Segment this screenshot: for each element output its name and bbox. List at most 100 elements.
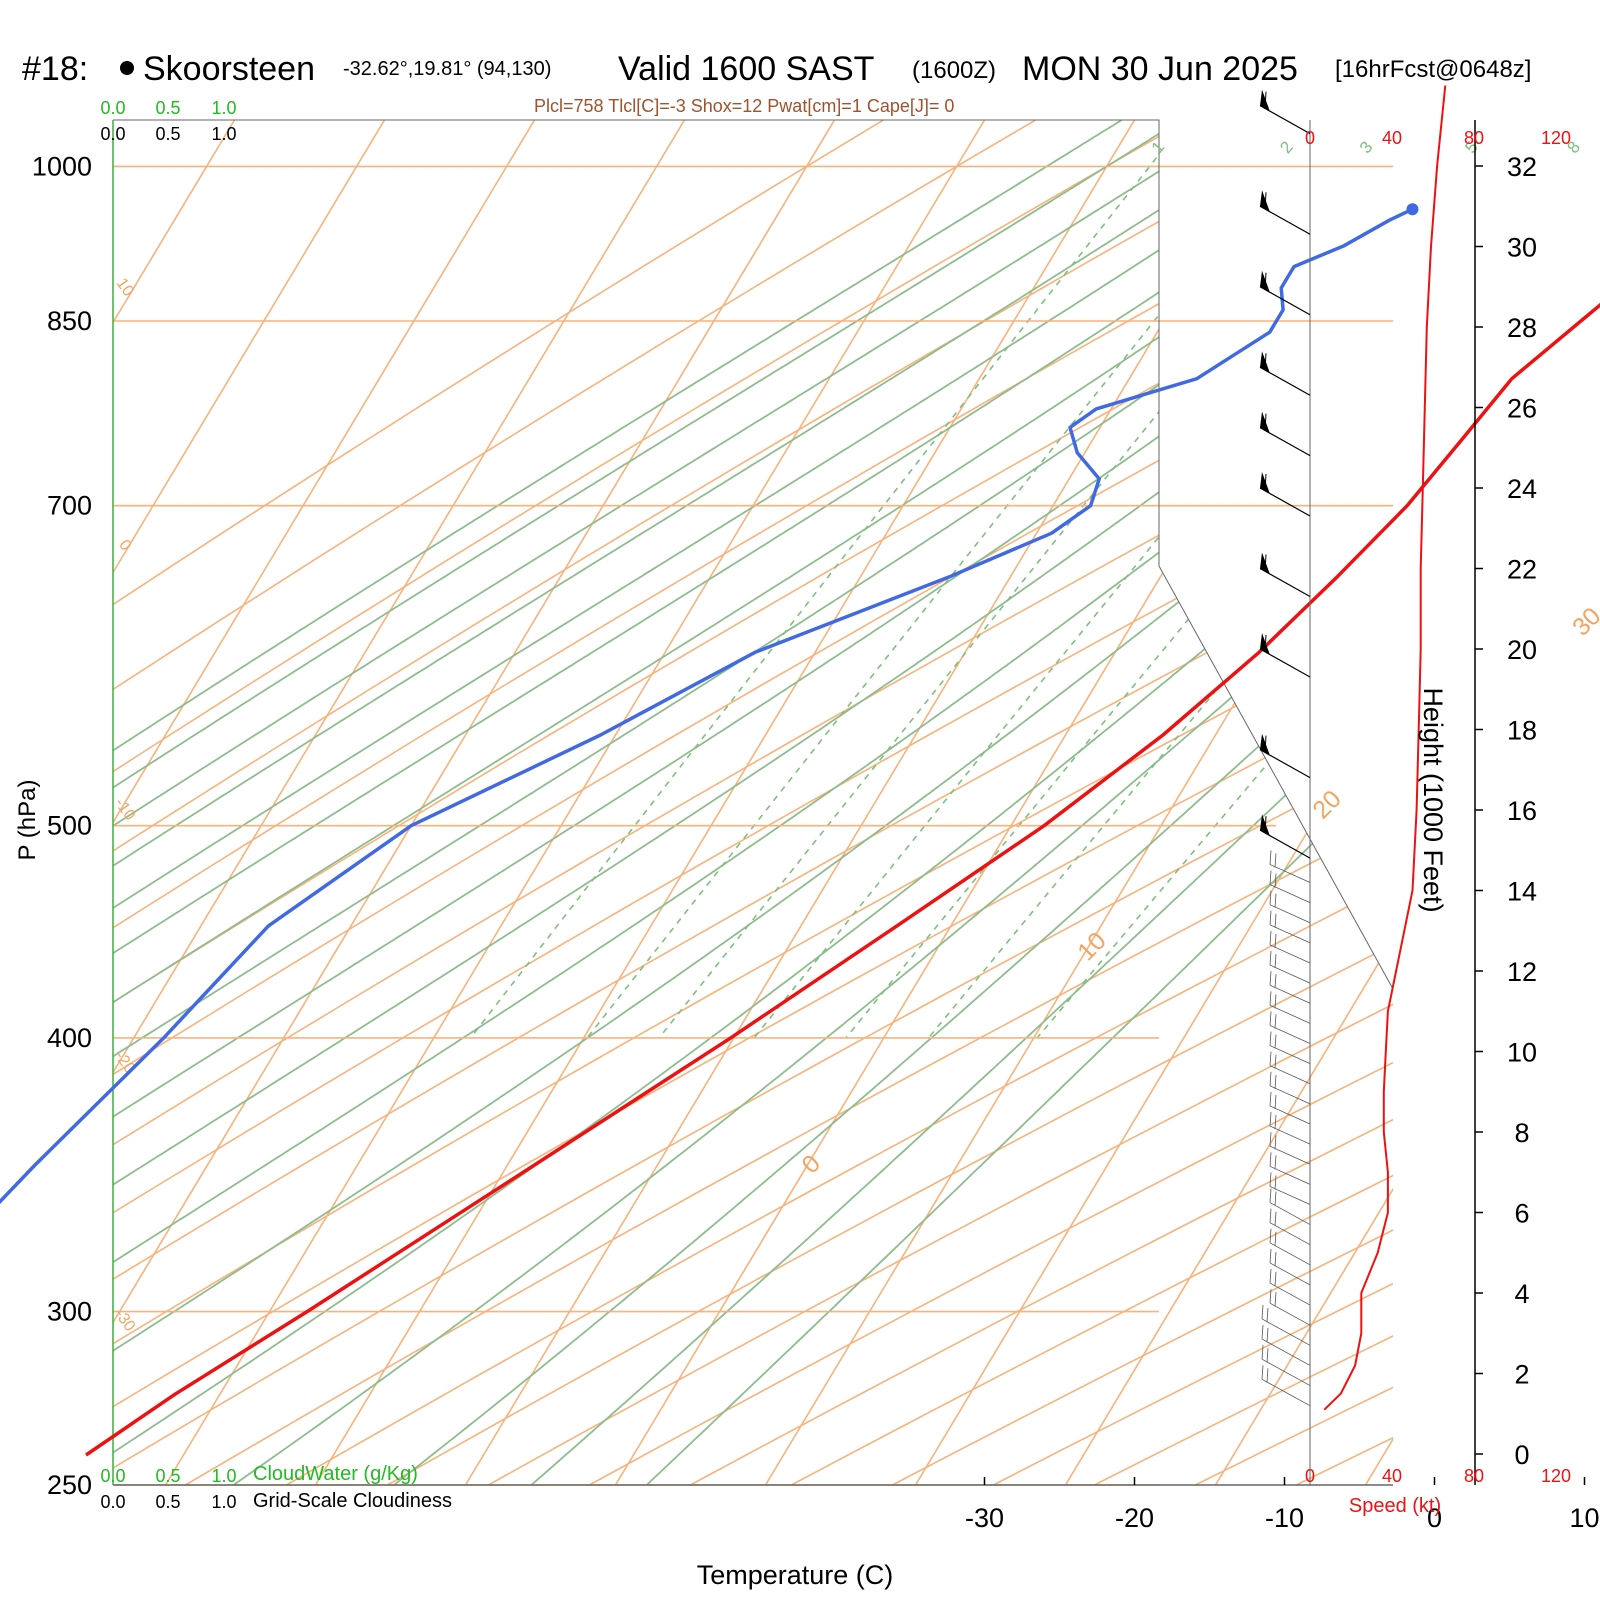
wind-barb-feather [1269, 1091, 1272, 1106]
wind-barb-staff [1261, 1318, 1311, 1346]
wind-barb [1259, 411, 1311, 457]
wind-barb-staff [1269, 1045, 1311, 1064]
station-marker-icon [120, 61, 134, 75]
wind-barb-staff [1269, 944, 1311, 964]
speed-tick-label-bottom: 120 [1541, 1466, 1571, 1486]
x-tick-label: -10 [1265, 1503, 1304, 1533]
cloudiness-scale-bottom: 0.0 [100, 1492, 125, 1512]
dry-adiabat-line [113, 120, 1189, 1485]
temperature-axis: -30-20-10010203040 [965, 1477, 1600, 1533]
cloudiness-scale-top: 0.5 [155, 124, 180, 144]
wind-barb-feather [1266, 1328, 1269, 1343]
valid-date: MON 30 Jun 2025 [1022, 50, 1298, 88]
isotherm-line [164, 120, 986, 1485]
wind-barb-feather [1269, 1071, 1272, 1086]
speed-tick-label-top: 0 [1305, 128, 1315, 148]
wind-barb-feather [1274, 853, 1277, 868]
stability-indices: Plcl=758 Tlcl[C]=-3 Shox=12 Pwat[cm]=1 C… [534, 96, 954, 116]
height-tick-label: 4 [1514, 1279, 1529, 1309]
dry-adiabat-line [113, 120, 1393, 1485]
mixing-ratio-line [753, 120, 1393, 1039]
cloudiness-scale-bottom: 1.0 [211, 1492, 236, 1512]
station-name: Skoorsteen [143, 50, 315, 88]
mixing-ratio-line [469, 120, 1187, 1039]
mixing-ratio-line [927, 120, 1393, 1039]
wind-barb-feather [1269, 1248, 1272, 1263]
height-tick-label: 32 [1507, 152, 1537, 182]
wind-barb [1259, 472, 1311, 517]
station-id: #18: [22, 50, 88, 88]
wind-barb-staff [1269, 1025, 1311, 1044]
wind-barb-feather [1274, 1251, 1277, 1266]
pressure-tick-label: 850 [47, 306, 92, 336]
speed-tick-label-bottom: 0 [1305, 1466, 1315, 1486]
cloudwater-scale-top: 0.5 [155, 98, 180, 118]
wind-barb-feather [1274, 1074, 1277, 1089]
height-tick-label: 10 [1507, 1038, 1537, 1068]
dry-adiabat-line [589, 120, 1393, 1485]
dry-adiabat-line [113, 120, 1341, 1485]
x-tick-label: -20 [1115, 1503, 1154, 1533]
wind-barb-feather [1261, 1304, 1264, 1319]
speed-tick-label-top: 40 [1382, 128, 1402, 148]
wind-barb-feather [1269, 1011, 1272, 1026]
dry-adiabat-line [113, 120, 1393, 1485]
station-coords: -32.62°,19.81° (94,130) [343, 58, 551, 80]
wind-barb-feather [1266, 1368, 1269, 1383]
cloudwater-scale-bottom: 1.0 [211, 1466, 236, 1486]
pressure-tick-label: 300 [47, 1297, 92, 1327]
wind-barb-staff [1261, 1358, 1311, 1386]
cloudiness-legend-label: Grid-Scale Cloudiness [253, 1490, 452, 1512]
wind-barb-feather [1266, 1348, 1269, 1363]
wind-barb-feather [1274, 1135, 1277, 1150]
height-tick-label: 6 [1514, 1199, 1529, 1229]
wind-barb-feather [1269, 1132, 1272, 1147]
wind-barb-feather [1261, 1365, 1264, 1380]
wind-barb [1259, 270, 1311, 316]
wind-barbs [1259, 89, 1311, 1407]
isotherm-line [764, 120, 1393, 1485]
cloudiness-scale-top: 1.0 [211, 124, 236, 144]
wind-barb-staff [1269, 924, 1311, 944]
moist-adiabat-line [113, 120, 1393, 1485]
height-tick-label: 28 [1507, 313, 1537, 343]
height-tick-label: 14 [1507, 877, 1537, 907]
speed-tick-label-bottom: 80 [1464, 1466, 1484, 1486]
height-tick-label: 22 [1507, 555, 1537, 585]
frame-outline [113, 119, 1394, 990]
wind-barb-feather [1269, 930, 1272, 945]
height-axis-label: Height (1000 Feet) [1418, 687, 1448, 912]
wind-barb-feather [1269, 1031, 1272, 1046]
wind-barb-staff [1261, 1338, 1311, 1366]
wind-barb-feather [1269, 971, 1272, 986]
wind-barb-staff [1269, 1186, 1311, 1205]
speed-tick-label-bottom: 40 [1382, 1466, 1402, 1486]
wind-barb-feather [1269, 870, 1272, 885]
pressure-tick-label: 1000 [32, 151, 92, 181]
isotherm-line [113, 120, 836, 1485]
wind-barb-feather [1269, 910, 1272, 925]
wind-barb-staff [1269, 1085, 1311, 1105]
cloudiness-scale-bottom: 0.5 [155, 1492, 180, 1512]
wind-barb-feather [1274, 994, 1277, 1009]
wind-barb-staff [1269, 1125, 1311, 1145]
wind-barb-staff [1269, 1105, 1311, 1125]
wind-barb-staff [1269, 1004, 1311, 1024]
height-tick-label: 0 [1514, 1440, 1529, 1470]
dry-adiabat-line [113, 120, 1393, 1485]
moist-adiabat-line [629, 120, 1393, 1485]
isotherm-line [113, 120, 536, 1485]
cloudwater-scale-top: 1.0 [211, 98, 236, 118]
wind-barb-feather [1269, 951, 1272, 966]
wind-barb-feather [1269, 1112, 1272, 1127]
x-tick-label: 0 [1427, 1503, 1442, 1533]
wind-barb-staff [1269, 1222, 1311, 1246]
wind-barb-staff [1269, 964, 1311, 984]
isotherm-line [113, 120, 386, 1485]
height-tick-label: 30 [1507, 233, 1537, 263]
moist-adiabat-line [513, 120, 1393, 1485]
pressure-tick-label: 250 [47, 1470, 92, 1500]
